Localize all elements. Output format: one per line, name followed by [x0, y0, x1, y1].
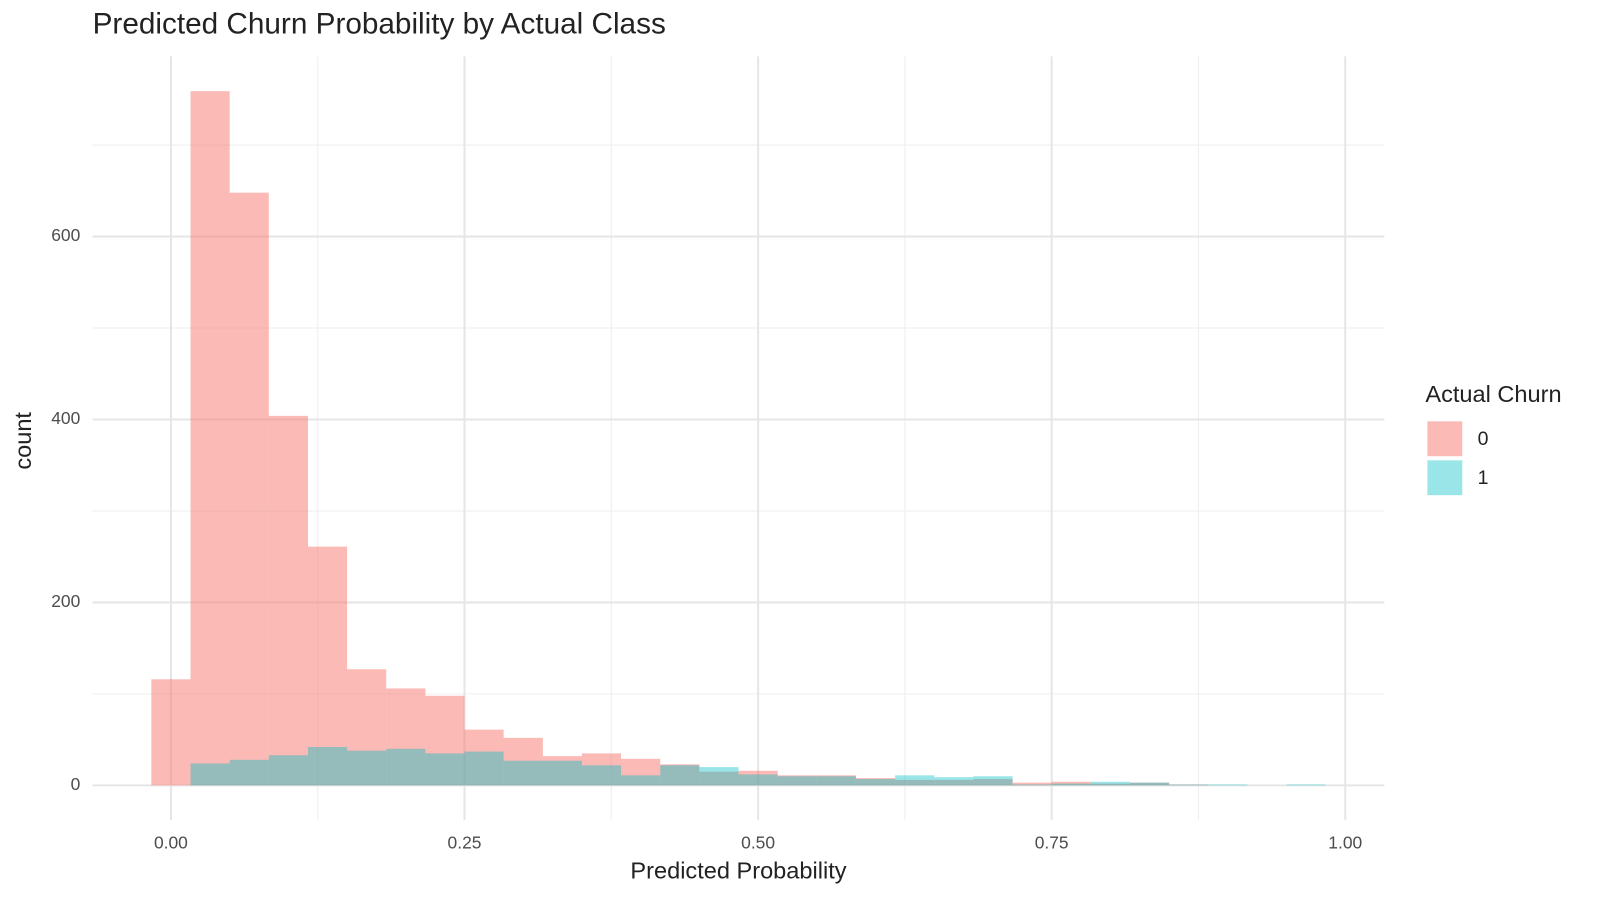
bar [1169, 784, 1209, 786]
legend: Actual Churn 0 1 [1425, 381, 1562, 496]
bar [581, 753, 622, 786]
bar [503, 737, 543, 786]
bar [1286, 784, 1326, 786]
bar [934, 779, 974, 786]
bar [855, 778, 896, 786]
bar [660, 765, 700, 786]
chart-title: Predicted Churn Probability by Actual Cl… [93, 7, 666, 40]
bar [777, 776, 817, 786]
bar [464, 751, 504, 786]
bar [386, 748, 426, 786]
bar [464, 729, 504, 786]
bar [1090, 781, 1131, 786]
bar [1169, 784, 1209, 786]
bar [1012, 784, 1052, 786]
bar [855, 778, 896, 786]
bar [660, 764, 700, 786]
bar [1130, 782, 1170, 786]
bars [151, 91, 1326, 786]
bar [699, 771, 739, 786]
x-tick-label: 1.00 [1328, 832, 1362, 852]
bar [268, 415, 308, 786]
bar [1208, 784, 1248, 786]
x-tick-label: 0.25 [448, 832, 482, 852]
bar [229, 192, 269, 786]
bar [581, 765, 622, 786]
x-tick-label: 0.50 [741, 832, 775, 852]
x-axis-title: Predicted Probability [630, 858, 846, 884]
bar [1051, 781, 1091, 786]
bar [307, 546, 348, 786]
legend-key [1427, 421, 1463, 457]
bar [268, 755, 308, 786]
bar [1012, 782, 1052, 786]
legend-label: 1 [1478, 467, 1489, 489]
legend-title: Actual Churn [1425, 381, 1561, 407]
x-tick-label: 0.00 [154, 832, 188, 852]
bar [621, 758, 661, 786]
y-axis-title: count [10, 412, 36, 470]
bar [542, 756, 582, 786]
bar [425, 695, 465, 786]
bar [1051, 783, 1091, 786]
bar [1130, 782, 1170, 786]
bar [895, 775, 935, 786]
y-tick-label: 0 [71, 774, 81, 794]
bar [190, 91, 230, 786]
bar [503, 760, 543, 786]
y-tick-label: 600 [51, 225, 80, 245]
bar [307, 746, 348, 786]
bar [386, 688, 426, 786]
bar [777, 775, 817, 786]
legend-key [1427, 460, 1463, 496]
y-tick-label: 200 [51, 591, 80, 611]
bar [738, 774, 778, 786]
bar [934, 777, 974, 786]
legend-label: 0 [1478, 428, 1489, 450]
x-tick-label: 0.75 [1035, 832, 1069, 852]
bar [699, 767, 739, 786]
bar [738, 770, 778, 786]
bar [229, 759, 269, 786]
bar [973, 778, 1013, 786]
bar [895, 779, 935, 786]
bar [816, 776, 856, 786]
y-tick-label: 400 [51, 408, 80, 428]
bar [1090, 783, 1131, 786]
bar [816, 775, 856, 786]
bar [190, 763, 230, 786]
bar [621, 775, 661, 786]
bar [347, 750, 387, 786]
bar [973, 776, 1013, 786]
bar [425, 753, 465, 786]
bar [542, 760, 582, 786]
bar [151, 679, 191, 786]
bar [347, 669, 387, 786]
